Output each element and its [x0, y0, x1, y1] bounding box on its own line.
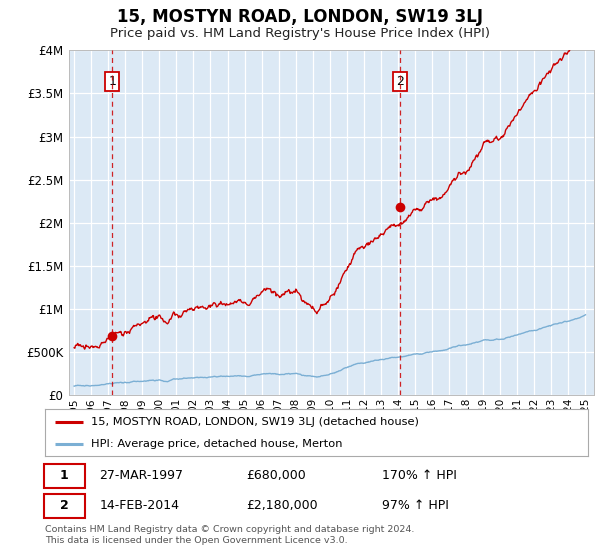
Text: 170% ↑ HPI: 170% ↑ HPI: [382, 469, 457, 482]
Text: 2: 2: [60, 499, 68, 512]
Text: HPI: Average price, detached house, Merton: HPI: Average price, detached house, Mert…: [91, 438, 343, 449]
Text: 14-FEB-2014: 14-FEB-2014: [100, 499, 179, 512]
Text: 15, MOSTYN ROAD, LONDON, SW19 3LJ: 15, MOSTYN ROAD, LONDON, SW19 3LJ: [117, 8, 483, 26]
Text: £2,180,000: £2,180,000: [246, 499, 317, 512]
Text: Contains HM Land Registry data © Crown copyright and database right 2024.
This d: Contains HM Land Registry data © Crown c…: [45, 525, 415, 545]
FancyBboxPatch shape: [44, 464, 85, 488]
Text: £680,000: £680,000: [246, 469, 305, 482]
Text: 1: 1: [60, 469, 68, 482]
Text: 1: 1: [108, 75, 116, 88]
Text: 15, MOSTYN ROAD, LONDON, SW19 3LJ (detached house): 15, MOSTYN ROAD, LONDON, SW19 3LJ (detac…: [91, 417, 419, 427]
Text: Price paid vs. HM Land Registry's House Price Index (HPI): Price paid vs. HM Land Registry's House …: [110, 27, 490, 40]
FancyBboxPatch shape: [44, 494, 85, 518]
Text: 27-MAR-1997: 27-MAR-1997: [100, 469, 184, 482]
Text: 97% ↑ HPI: 97% ↑ HPI: [382, 499, 449, 512]
Text: 2: 2: [396, 75, 404, 88]
